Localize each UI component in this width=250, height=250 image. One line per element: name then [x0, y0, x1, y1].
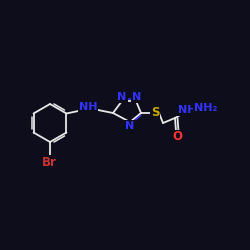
Text: Br: Br	[42, 156, 56, 168]
Text: NH: NH	[178, 105, 196, 115]
Text: NH: NH	[79, 102, 97, 112]
Text: N: N	[118, 92, 127, 102]
Text: S: S	[151, 106, 159, 120]
Text: O: O	[172, 130, 182, 143]
Text: N: N	[126, 121, 134, 131]
Text: N: N	[132, 92, 141, 102]
Text: NH₂: NH₂	[194, 103, 218, 113]
